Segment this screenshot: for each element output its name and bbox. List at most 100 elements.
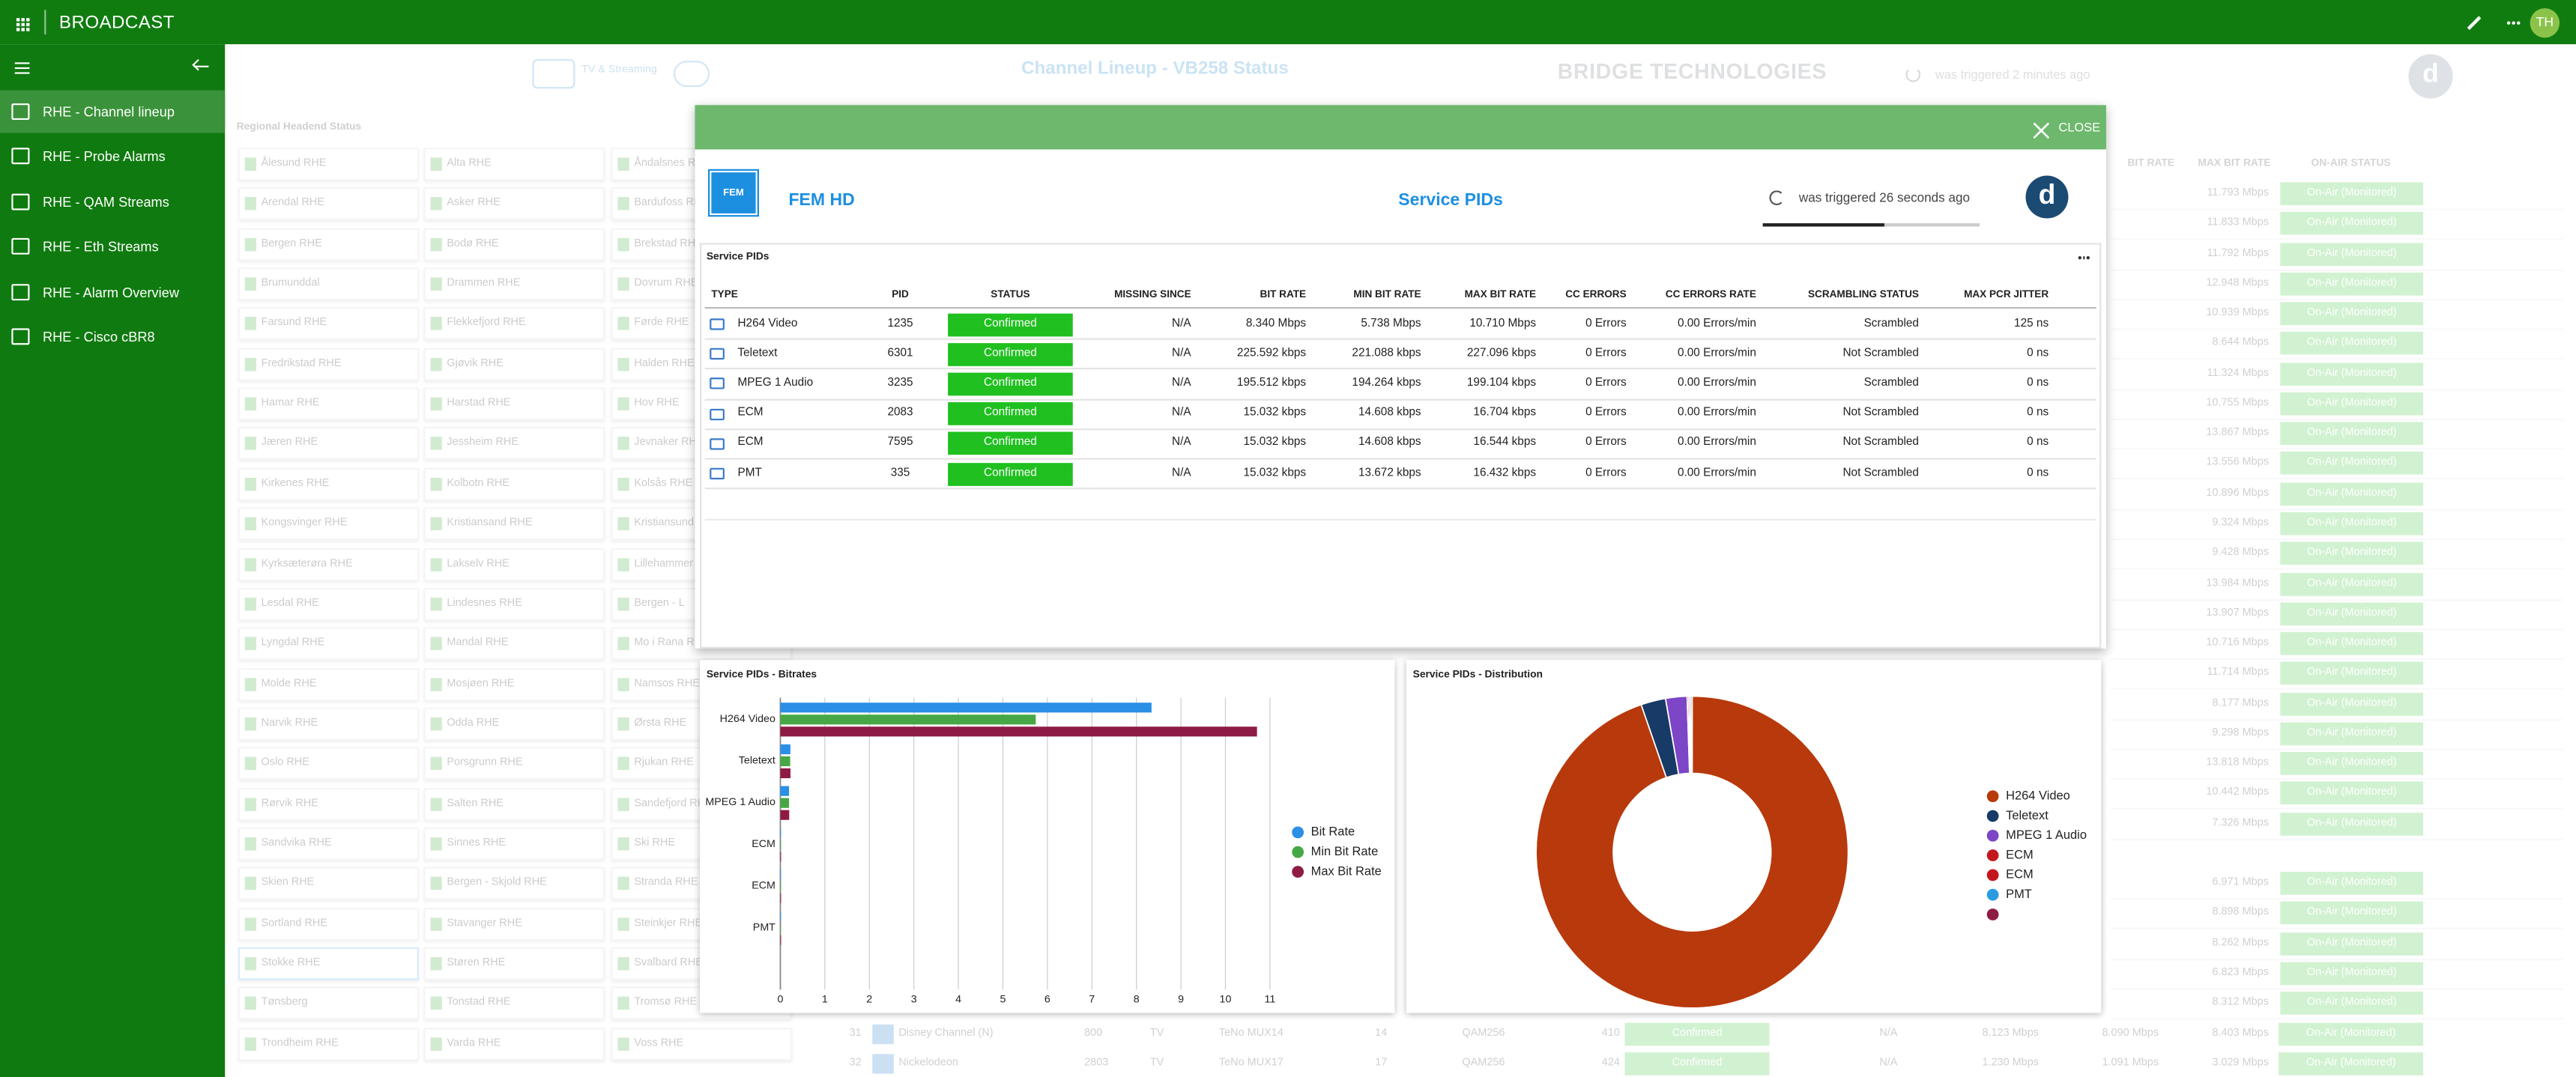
- close-icon[interactable]: [2032, 118, 2050, 139]
- row-line: [704, 488, 2096, 490]
- table-cell: N/A: [1172, 348, 1191, 359]
- nav-item[interactable]: RHE - Alarm Overview: [43, 283, 179, 300]
- x-tick-label: 8: [1134, 993, 1140, 1005]
- table-cell: 1235: [887, 318, 913, 330]
- table-cell: 0.00 Errors/min: [1677, 407, 1756, 419]
- status-badge: Confirmed: [948, 432, 1073, 455]
- chart-title: Service PIDs - Distribution: [1413, 668, 1543, 680]
- donut-slice: [1690, 695, 1693, 774]
- x-tick-label: 0: [778, 993, 784, 1005]
- row-line: [704, 368, 2096, 370]
- bar: [780, 715, 1036, 725]
- nav-icon: [11, 103, 30, 121]
- apps-icon-dot: [21, 18, 24, 21]
- nav-icon: [11, 283, 30, 300]
- nav-item[interactable]: RHE - QAM Streams: [43, 193, 169, 210]
- table-cell: 195.512 kbps: [1236, 377, 1307, 389]
- bar: [780, 744, 790, 755]
- nav-item[interactable]: RHE - Probe Alarms: [43, 148, 166, 166]
- legend-swatch: [1986, 869, 1999, 882]
- bar: [780, 923, 781, 933]
- table-cell: 7595: [887, 437, 913, 449]
- table-cell: 221.088 kbps: [1352, 348, 1421, 359]
- table-cell: 15.032 kbps: [1243, 437, 1307, 449]
- nav-icon: [11, 148, 30, 166]
- table-cell: Not Scrambled: [1842, 437, 1919, 449]
- refresh-icon[interactable]: [1769, 190, 1785, 206]
- bar: [780, 756, 790, 767]
- user-avatar[interactable]: TH: [2530, 7, 2560, 38]
- apps-icon-dot: [21, 28, 24, 31]
- x-tick-label: 6: [1044, 993, 1050, 1005]
- x-tick-label: 3: [911, 993, 917, 1005]
- row-line: [704, 338, 2096, 340]
- nav-icon: [11, 193, 30, 210]
- modal-header: [695, 105, 2106, 150]
- status-badge: Confirmed: [948, 402, 1073, 425]
- top-bar: [0, 0, 2576, 45]
- nav-item[interactable]: RHE - Cisco cBR8: [43, 328, 155, 345]
- close-label[interactable]: CLOSE: [2058, 118, 2101, 134]
- table-cell: 0.00 Errors/min: [1677, 377, 1756, 389]
- type-cell: ECM: [737, 407, 764, 419]
- channel-logo: FEM: [708, 169, 759, 217]
- y-tick-label: H264 Video: [720, 713, 775, 725]
- type-icon: [710, 437, 725, 450]
- bar: [780, 852, 781, 862]
- app-title: BROADCAST: [58, 13, 175, 33]
- table-cell: N/A: [1172, 407, 1191, 419]
- table-cell: 225.592 kbps: [1236, 348, 1307, 359]
- legend-swatch: [1986, 790, 1999, 803]
- legend-label: H264 Video: [2006, 789, 2070, 802]
- type-icon: [710, 378, 725, 390]
- table-menu-dot: [2078, 255, 2081, 259]
- type-icon: [710, 318, 725, 330]
- nav-item[interactable]: RHE - Eth Streams: [43, 238, 159, 255]
- table-cell: 0 Errors: [1585, 467, 1627, 479]
- x-tick-label: 1: [822, 993, 828, 1005]
- table-cell: 227.096 kbps: [1466, 348, 1537, 359]
- type-icon: [710, 467, 725, 480]
- apps-icon-dot: [16, 28, 19, 31]
- bar: [780, 726, 1257, 737]
- legend-swatch: [1986, 888, 1999, 901]
- table-cell: 0 ns: [2027, 467, 2049, 479]
- status-badge: Confirmed: [948, 372, 1073, 396]
- table-cell: 10.710 Mbps: [1469, 318, 1537, 330]
- table-cell: 0 ns: [2027, 348, 2049, 359]
- table-cell: 14.608 kbps: [1358, 437, 1421, 449]
- legend-swatch: [1292, 826, 1304, 839]
- collapse-icon[interactable]: [193, 65, 209, 67]
- apps-icon-dot: [16, 22, 19, 26]
- type-cell: ECM: [737, 437, 764, 449]
- nav-icon: [11, 238, 30, 255]
- table-cell: 15.032 kbps: [1243, 407, 1307, 419]
- bar: [780, 703, 1152, 713]
- donut-slice: [1535, 695, 1849, 1009]
- status-badge: Confirmed: [948, 312, 1073, 336]
- table-cell: Scrambled: [1863, 377, 1919, 389]
- row-line: [704, 398, 2096, 400]
- x-tick-label: 10: [1220, 993, 1232, 1005]
- menu-icon-line: [14, 72, 30, 74]
- channel-name: FEM HD: [788, 190, 855, 210]
- y-tick-label: ECM: [752, 880, 775, 892]
- more-icon-dot: [2517, 21, 2521, 25]
- y-tick-label: MPEG 1 Audio: [705, 796, 775, 808]
- x-tick-label: 5: [1000, 993, 1006, 1005]
- menu-icon-line: [14, 62, 30, 64]
- nav-icon: [11, 328, 30, 345]
- nav-item[interactable]: RHE - Channel lineup: [43, 103, 175, 121]
- apps-icon-dot: [26, 18, 29, 21]
- table-header: TYPE: [711, 288, 738, 300]
- apps-icon-dot: [26, 28, 29, 31]
- table-cell: 0 ns: [2027, 377, 2049, 389]
- table-menu-dot: [2087, 255, 2090, 259]
- legend-label: MPEG 1 Audio: [2006, 828, 2087, 842]
- menu-icon-line: [14, 67, 30, 70]
- type-cell: MPEG 1 Audio: [737, 377, 814, 389]
- table-cell: 14.608 kbps: [1358, 407, 1421, 419]
- type-icon: [710, 348, 725, 360]
